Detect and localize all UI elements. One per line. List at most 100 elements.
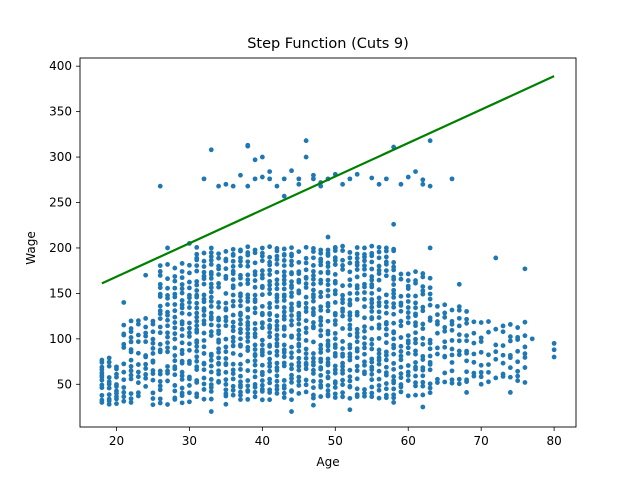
scatter-point [456, 376, 462, 382]
scatter-point [369, 377, 375, 383]
scatter-point [281, 378, 287, 383]
scatter-point [216, 263, 221, 269]
scatter-point [296, 336, 302, 342]
y-tick-label: 300 [49, 150, 72, 164]
scatter-point [340, 292, 345, 298]
scatter-point [230, 251, 236, 257]
scatter-point [157, 273, 163, 278]
scatter-point [427, 245, 433, 251]
scatter-point [413, 269, 418, 275]
scatter-point [296, 269, 302, 275]
scatter-point [391, 311, 397, 317]
scatter-point [238, 303, 243, 309]
scatter-point [194, 263, 200, 268]
scatter-point [478, 362, 484, 368]
scatter-point [230, 343, 236, 349]
scatter-point [267, 330, 273, 335]
scatter-point [259, 362, 265, 368]
scatter-series [99, 138, 557, 414]
scatter-point [216, 281, 221, 286]
scatter-point [362, 266, 367, 272]
scatter-point [194, 310, 200, 316]
scatter-point [172, 274, 178, 279]
scatter-point [267, 305, 273, 310]
scatter-point [245, 396, 251, 402]
scatter-point [179, 385, 185, 391]
scatter-point [114, 364, 119, 370]
scatter-point [194, 244, 200, 250]
scatter-point [464, 333, 469, 339]
scatter-point [311, 273, 316, 279]
scatter-point [172, 285, 178, 291]
scatter-point [303, 355, 309, 361]
scatter-point [303, 154, 309, 160]
scatter-point [442, 325, 448, 330]
scatter-point [398, 349, 404, 354]
scatter-point [449, 338, 455, 343]
scatter-point [201, 292, 207, 298]
scatter-point [303, 267, 309, 273]
scatter-point [245, 378, 251, 383]
scatter-point [230, 335, 236, 340]
scatter-point [413, 278, 418, 283]
scatter-point [311, 263, 316, 268]
scatter-point [274, 327, 280, 332]
scatter-point [442, 310, 448, 316]
scatter-point [427, 285, 433, 291]
scatter-point [259, 369, 265, 375]
scatter-point [471, 370, 477, 376]
scatter-point [507, 390, 513, 395]
scatter-point [340, 181, 345, 187]
scatter-point [289, 245, 294, 251]
scatter-point [187, 334, 192, 339]
scatter-point [150, 390, 156, 396]
scatter-point [311, 351, 316, 356]
scatter-point [391, 287, 397, 293]
scatter-point [332, 391, 338, 397]
scatter-point [274, 348, 280, 354]
scatter-point [128, 335, 134, 340]
scatter-point [252, 382, 258, 387]
scatter-point [267, 397, 273, 403]
scatter-point [281, 342, 287, 348]
scatter-point [311, 339, 316, 345]
scatter-point [187, 305, 192, 310]
scatter-point [405, 271, 411, 277]
scatter-point [354, 171, 360, 177]
scatter-point [143, 383, 149, 389]
scatter-point [369, 384, 375, 390]
scatter-point [311, 172, 316, 178]
scatter-point [376, 325, 382, 331]
scatter-point [245, 344, 251, 350]
scatter-point [238, 310, 243, 316]
scatter-point [383, 245, 389, 251]
scatter-point [281, 277, 287, 283]
scatter-point [369, 290, 375, 296]
scatter-point [274, 318, 280, 324]
scatter-point [369, 390, 375, 396]
scatter-point [252, 342, 258, 348]
scatter-point [208, 333, 214, 338]
scatter-point [201, 381, 207, 387]
scatter-point [208, 369, 214, 375]
scatter-point [259, 386, 265, 392]
scatter-point [259, 382, 265, 388]
scatter-point [194, 305, 200, 311]
scatter-point [311, 320, 316, 325]
scatter-point [362, 272, 367, 278]
scatter-point [296, 288, 302, 294]
scatter-point [165, 262, 170, 267]
scatter-point [362, 315, 367, 321]
scatter-point [157, 291, 163, 297]
scatter-point [194, 364, 200, 370]
scatter-point [114, 382, 119, 387]
scatter-point [187, 330, 192, 336]
scatter-point [383, 299, 389, 305]
scatter-point [354, 368, 360, 374]
scatter-point [150, 402, 156, 408]
scatter-point [252, 284, 258, 290]
scatter-point [252, 297, 258, 302]
scatter-point [223, 381, 229, 387]
scatter-point [369, 325, 375, 331]
x-tick-label: 40 [255, 434, 270, 448]
